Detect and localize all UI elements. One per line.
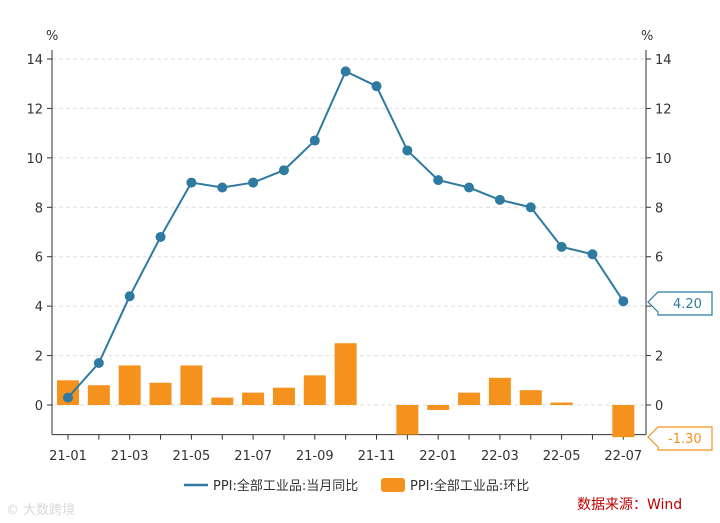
line-point <box>63 392 73 403</box>
line-point <box>402 145 413 156</box>
legend-bar-label: PPI:全部工业品:环比 <box>410 478 529 494</box>
source-note: 数据来源：Wind <box>577 497 682 513</box>
bar <box>180 365 203 405</box>
tick-labels: 002244668810101212141421-0121-0321-0521-… <box>26 53 671 464</box>
legend: PPI:全部工业品:当月同比 PPI:全部工业品:环比 <box>184 478 529 494</box>
y-tick-label-right: 14 <box>655 53 672 68</box>
bar <box>519 390 542 405</box>
right-unit-label: % <box>641 29 653 44</box>
x-tick-label: 21-03 <box>111 449 149 464</box>
line-point <box>556 241 567 252</box>
y-tick-label-left: 14 <box>26 53 43 68</box>
y-tick-label-left: 0 <box>35 399 43 414</box>
legend-bar-swatch <box>381 478 405 492</box>
bar <box>303 375 326 405</box>
bar <box>396 405 419 435</box>
line-point <box>124 291 135 302</box>
line-point <box>371 81 382 92</box>
line-point <box>494 194 505 205</box>
y-tick-label-left: 12 <box>26 102 43 117</box>
line-point <box>186 177 197 188</box>
line-point <box>464 182 475 193</box>
x-tick-label: 21-07 <box>234 449 272 464</box>
bar <box>334 343 357 405</box>
y-tick-label-right: 12 <box>655 102 672 117</box>
y-tick-label-right: 10 <box>655 152 672 167</box>
bar-value-callout: -1.30 <box>647 426 713 451</box>
x-tick-label: 22-07 <box>604 449 642 464</box>
y-tick-label-left: 4 <box>35 300 43 315</box>
bar <box>149 382 172 405</box>
x-tick-label: 21-01 <box>49 449 87 464</box>
bar <box>488 377 511 405</box>
legend-line-label: PPI:全部工业品:当月同比 <box>213 478 358 494</box>
watermark-logo: © 大数跨境 <box>6 503 75 518</box>
line-point <box>618 296 629 307</box>
line-point <box>155 231 166 242</box>
line-point <box>93 357 104 368</box>
bar <box>272 387 295 405</box>
y-tick-label-left: 10 <box>26 152 43 167</box>
line-value-callout-text: 4.20 <box>673 297 702 312</box>
line-point <box>309 135 320 146</box>
bar <box>427 405 450 410</box>
line-point <box>340 66 351 77</box>
y-tick-label-left: 6 <box>35 251 43 266</box>
bar <box>458 392 481 405</box>
y-tick-label-left: 8 <box>35 201 43 216</box>
axes <box>47 50 651 440</box>
bar <box>211 397 234 405</box>
y-tick-label-right: 8 <box>655 201 663 216</box>
x-tick-label: 22-03 <box>481 449 519 464</box>
line-point <box>217 182 228 193</box>
line-point <box>433 175 444 186</box>
line-value-callout: 4.20 <box>647 291 713 316</box>
line-series <box>63 66 629 403</box>
line-point <box>525 202 536 213</box>
line-point <box>587 249 598 260</box>
line-point <box>278 165 289 176</box>
x-tick-label: 22-01 <box>419 449 457 464</box>
y-tick-label-right: 2 <box>655 350 663 365</box>
bar <box>242 392 265 405</box>
bar <box>550 402 573 405</box>
bar-value-callout-text: -1.30 <box>668 432 702 447</box>
bar-series <box>57 343 635 438</box>
y-tick-label-left: 2 <box>35 350 43 365</box>
bar <box>118 365 141 405</box>
left-unit-label: % <box>46 29 58 44</box>
x-tick-label: 21-05 <box>173 449 211 464</box>
line-point <box>248 177 259 188</box>
y-tick-label-right: 0 <box>655 399 663 414</box>
x-tick-label: 21-11 <box>358 449 396 464</box>
x-tick-label: 21-09 <box>296 449 334 464</box>
x-tick-label: 22-05 <box>543 449 581 464</box>
bar <box>612 405 635 438</box>
y-tick-label-right: 6 <box>655 251 663 266</box>
bar <box>87 385 110 405</box>
